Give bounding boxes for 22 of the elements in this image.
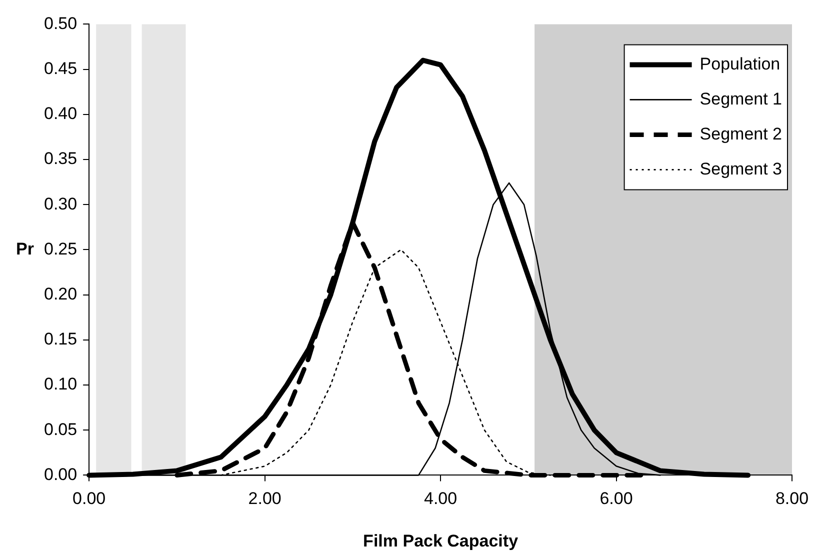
x-tick-label: 8.00 [775, 489, 809, 508]
y-axis-title: Pr [16, 239, 34, 258]
y-tick-label: 0.40 [44, 104, 78, 124]
x-tick-label: 6.00 [600, 489, 633, 508]
legend-label: Segment 1 [700, 89, 782, 108]
y-tick-label: 0.35 [44, 149, 78, 168]
y-tick-label: 0.30 [44, 194, 78, 214]
x-tick-label: 4.00 [424, 489, 458, 508]
y-tick-label: 0.15 [44, 330, 78, 349]
y-tick-label: 0.05 [44, 420, 78, 439]
x-tick-label: 0.00 [72, 489, 106, 508]
x-tick-label: 2.00 [248, 489, 282, 508]
legend-label: Segment 2 [700, 124, 782, 144]
y-tick-label: 0.10 [44, 374, 78, 394]
y-tick-label: 0.20 [44, 284, 78, 304]
y-tick-label: 0.50 [44, 14, 78, 33]
legend-label: Population [700, 54, 780, 74]
legend-label: Segment 3 [700, 159, 782, 178]
y-tick-label: 0.00 [44, 464, 78, 484]
y-tick-label: 0.25 [44, 239, 78, 258]
x-axis-title: Film Pack Capacity [363, 531, 519, 550]
y-tick-label: 0.45 [44, 58, 78, 78]
